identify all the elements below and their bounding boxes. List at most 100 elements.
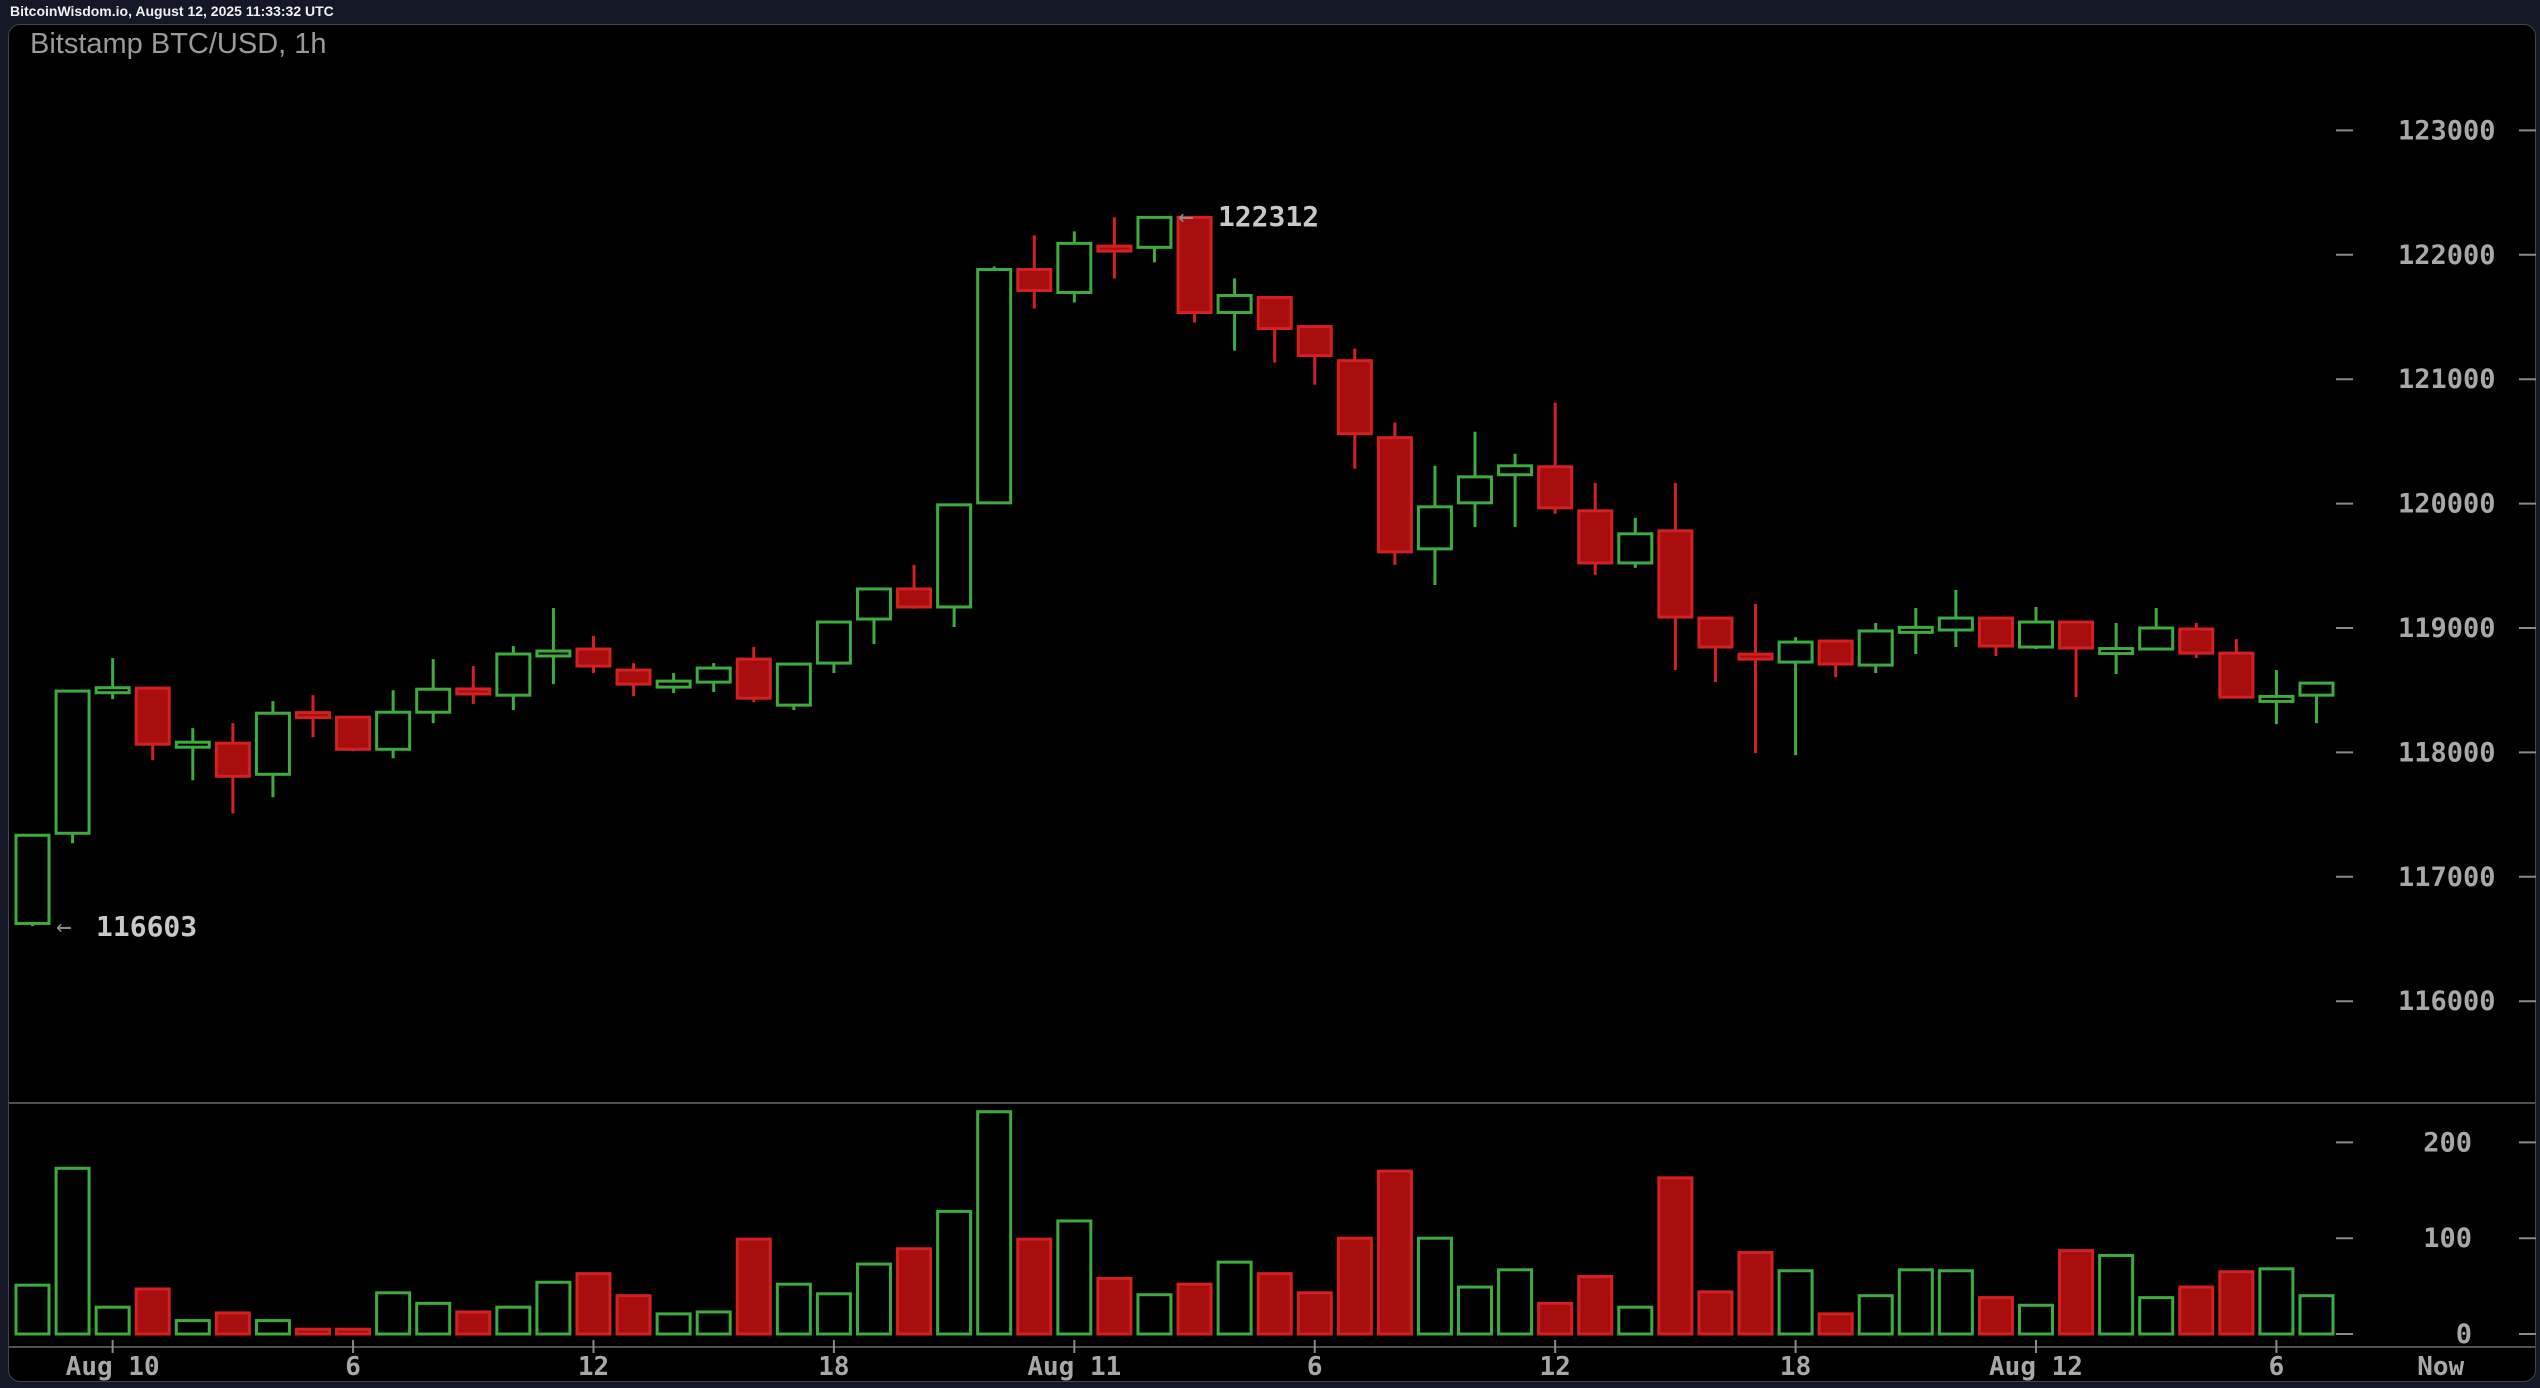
- volume-bar-up[interactable]: [174, 1319, 211, 1336]
- candle-down[interactable]: [1697, 616, 1734, 649]
- candle-up[interactable]: [1497, 464, 1534, 477]
- volume-bar-up[interactable]: [2258, 1267, 2295, 1336]
- volume-bar-down[interactable]: [735, 1237, 772, 1336]
- candle-up[interactable]: [2258, 694, 2295, 703]
- candle-down[interactable]: [1016, 267, 1053, 293]
- volume-bar-down[interactable]: [575, 1272, 612, 1336]
- volume-bar-up[interactable]: [254, 1319, 291, 1336]
- volume-bar-up[interactable]: [2098, 1253, 2135, 1336]
- candle-up[interactable]: [936, 503, 973, 609]
- candle-down[interactable]: [1096, 244, 1133, 253]
- candle-up[interactable]: [495, 652, 532, 697]
- candle-down[interactable]: [2058, 620, 2095, 650]
- candle-up[interactable]: [535, 649, 572, 658]
- candle-up[interactable]: [94, 686, 131, 695]
- volume-bar-down[interactable]: [2178, 1285, 2215, 1336]
- candle-down[interactable]: [455, 687, 492, 696]
- volume-bar-down[interactable]: [455, 1310, 492, 1336]
- volume-bar-up[interactable]: [695, 1310, 732, 1336]
- volume-bar-up[interactable]: [14, 1283, 51, 1336]
- candle-up[interactable]: [655, 679, 692, 689]
- volume-bar-up[interactable]: [495, 1305, 532, 1336]
- candle-up[interactable]: [14, 833, 51, 925]
- volume-bar-down[interactable]: [1336, 1236, 1373, 1336]
- candle-up[interactable]: [1457, 475, 1494, 505]
- volume-bar-up[interactable]: [976, 1110, 1013, 1336]
- volume-bar-down[interactable]: [335, 1327, 372, 1336]
- volume-bar-down[interactable]: [1296, 1291, 1333, 1336]
- candle-down[interactable]: [1376, 436, 1413, 554]
- volume-bar-up[interactable]: [1416, 1236, 1453, 1336]
- candle-down[interactable]: [1256, 295, 1293, 331]
- volume-bar-up[interactable]: [415, 1301, 452, 1336]
- candle-up[interactable]: [1136, 215, 1173, 249]
- volume-bar-up[interactable]: [535, 1280, 572, 1336]
- volume-bar-up[interactable]: [1777, 1269, 1814, 1336]
- candle-down[interactable]: [615, 668, 652, 686]
- volume-bar-down[interactable]: [214, 1311, 251, 1336]
- candle-down[interactable]: [1817, 639, 1854, 666]
- candle-up[interactable]: [1897, 625, 1934, 634]
- candle-up[interactable]: [54, 689, 91, 835]
- volume-bar-up[interactable]: [94, 1305, 131, 1336]
- candle-down[interactable]: [575, 647, 612, 668]
- volume-bar-down[interactable]: [1176, 1282, 1213, 1336]
- candle-up[interactable]: [815, 620, 852, 665]
- volume-bar-up[interactable]: [2138, 1296, 2175, 1336]
- volume-bar-up[interactable]: [2018, 1303, 2054, 1336]
- candle-down[interactable]: [134, 686, 171, 746]
- volume-bar-down[interactable]: [294, 1327, 331, 1336]
- volume-bar-down[interactable]: [615, 1294, 652, 1336]
- candle-down[interactable]: [2218, 651, 2255, 699]
- volume-bar-down[interactable]: [1537, 1301, 1574, 1336]
- candle-down[interactable]: [214, 741, 251, 778]
- candle-up[interactable]: [2298, 681, 2335, 697]
- candle-up[interactable]: [2018, 620, 2054, 649]
- volume-bar-up[interactable]: [1937, 1269, 1974, 1336]
- candle-up[interactable]: [695, 666, 732, 684]
- volume-bar-up[interactable]: [936, 1209, 973, 1336]
- candle-down[interactable]: [735, 657, 772, 700]
- volume-bar-up[interactable]: [1897, 1268, 1934, 1336]
- volume-bar-up[interactable]: [1497, 1268, 1534, 1336]
- candle-up[interactable]: [254, 711, 291, 776]
- candle-up[interactable]: [375, 710, 412, 751]
- volume-bar-down[interactable]: [1096, 1276, 1133, 1336]
- candle-down[interactable]: [1577, 509, 1614, 565]
- volume-bar-up[interactable]: [775, 1282, 812, 1336]
- candle-up[interactable]: [2098, 647, 2135, 656]
- candle-up[interactable]: [775, 662, 812, 707]
- volume-bar-up[interactable]: [1457, 1285, 1494, 1336]
- volume-bar-down[interactable]: [1016, 1237, 1053, 1336]
- candle-up[interactable]: [1937, 616, 1974, 632]
- volume-bar-down[interactable]: [2058, 1249, 2095, 1336]
- volume-bar-up[interactable]: [2298, 1294, 2335, 1336]
- volume-bar-down[interactable]: [1256, 1272, 1293, 1336]
- candle-down[interactable]: [2178, 627, 2215, 655]
- volume-bar-up[interactable]: [1617, 1305, 1654, 1336]
- candle-up[interactable]: [415, 687, 452, 714]
- candle-down[interactable]: [294, 711, 331, 720]
- volume-bar-up[interactable]: [855, 1262, 892, 1336]
- volume-bar-down[interactable]: [1657, 1176, 1694, 1336]
- candle-down[interactable]: [1296, 325, 1333, 358]
- candle-down[interactable]: [1737, 652, 1774, 661]
- volume-bar-down[interactable]: [1737, 1251, 1774, 1336]
- candle-up[interactable]: [1617, 532, 1654, 565]
- candle-down[interactable]: [1336, 359, 1373, 436]
- candle-up[interactable]: [1416, 505, 1453, 551]
- volume-bar-down[interactable]: [1817, 1312, 1854, 1336]
- candle-down[interactable]: [896, 587, 933, 609]
- volume-bar-up[interactable]: [1136, 1293, 1173, 1336]
- candle-down[interactable]: [335, 715, 372, 751]
- candle-up[interactable]: [2138, 626, 2175, 651]
- volume-bar-down[interactable]: [1376, 1169, 1413, 1336]
- volume-bar-up[interactable]: [375, 1291, 412, 1336]
- volume-bar-down[interactable]: [1697, 1290, 1734, 1336]
- volume-bar-up[interactable]: [655, 1312, 692, 1336]
- candle-up[interactable]: [1056, 241, 1093, 294]
- volume-bar-down[interactable]: [1577, 1275, 1614, 1336]
- candle-up[interactable]: [1857, 629, 1894, 667]
- candle-up[interactable]: [174, 740, 211, 749]
